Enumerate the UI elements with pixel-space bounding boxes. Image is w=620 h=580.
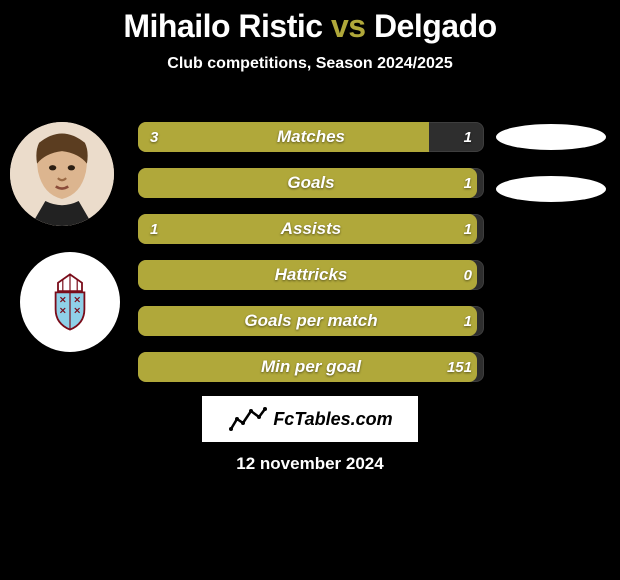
stat-row: Hattricks0 bbox=[138, 260, 484, 290]
stat-row: Min per goal151 bbox=[138, 352, 484, 382]
stat-label: Goals bbox=[138, 168, 484, 198]
player2-club-logo bbox=[20, 252, 120, 352]
title-vs: vs bbox=[331, 8, 366, 44]
stat-right-value: 151 bbox=[447, 352, 472, 382]
stat-row: 3Matches1 bbox=[138, 122, 484, 152]
stat-right-value: 1 bbox=[464, 306, 472, 336]
stat-label: Hattricks bbox=[138, 260, 484, 290]
stat-label: Min per goal bbox=[138, 352, 484, 382]
brand-box: FcTables.com bbox=[202, 396, 418, 442]
brand-text: FcTables.com bbox=[273, 409, 392, 430]
stats-bars: 3Matches1Goals11Assists1Hattricks0Goals … bbox=[138, 122, 484, 398]
stat-row: Goals per match1 bbox=[138, 306, 484, 336]
stat-label: Goals per match bbox=[138, 306, 484, 336]
player1-avatar bbox=[10, 122, 114, 226]
right-oval-column bbox=[496, 124, 606, 228]
stat-right-value: 1 bbox=[464, 214, 472, 244]
stat-row: Goals1 bbox=[138, 168, 484, 198]
brand-logo-icon bbox=[227, 405, 267, 433]
stat-right-value: 1 bbox=[464, 122, 472, 152]
placeholder-oval bbox=[496, 176, 606, 202]
title-player2: Delgado bbox=[374, 8, 497, 44]
stat-label: Matches bbox=[138, 122, 484, 152]
placeholder-oval bbox=[496, 124, 606, 150]
stat-right-value: 1 bbox=[464, 168, 472, 198]
stat-row: 1Assists1 bbox=[138, 214, 484, 244]
stat-right-value: 0 bbox=[464, 260, 472, 290]
title-player1: Mihailo Ristic bbox=[123, 8, 322, 44]
subtitle: Club competitions, Season 2024/2025 bbox=[0, 55, 620, 73]
stat-label: Assists bbox=[138, 214, 484, 244]
date-text: 12 november 2024 bbox=[0, 454, 620, 474]
page-title: Mihailo Ristic vs Delgado bbox=[0, 0, 620, 45]
